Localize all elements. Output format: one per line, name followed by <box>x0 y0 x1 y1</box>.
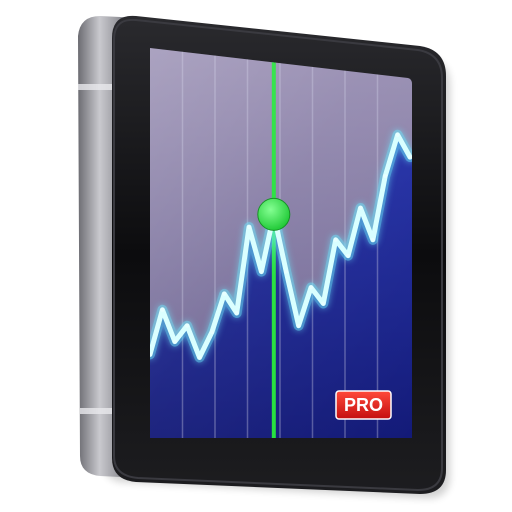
glass-reflection <box>150 48 412 438</box>
bezel-edge <box>113 18 443 492</box>
pro-badge-text: PRO <box>344 395 383 415</box>
pro-badge-icon: PRO <box>335 390 392 420</box>
chart-screen <box>150 48 412 438</box>
side-button-bottom <box>80 408 114 414</box>
side-button-top <box>78 84 112 90</box>
